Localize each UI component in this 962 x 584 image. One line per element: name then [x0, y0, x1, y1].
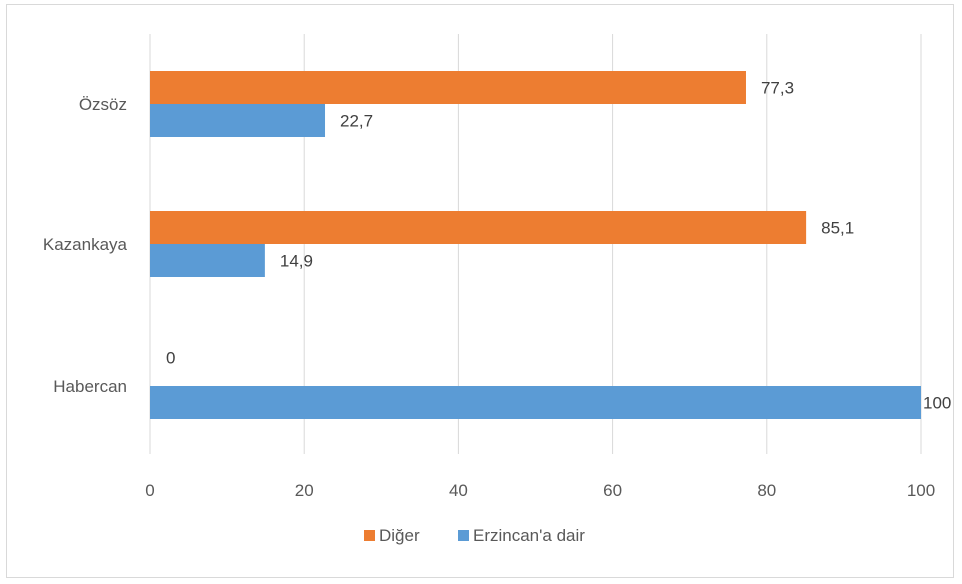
data-label: 0	[166, 349, 175, 368]
bar-erzincan	[150, 104, 326, 137]
legend-swatch	[364, 530, 375, 541]
x-tick-label: 0	[145, 481, 154, 500]
legend-label: Erzincan'a dair	[473, 526, 585, 545]
bar-diger	[150, 71, 746, 104]
data-label: 14,9	[280, 252, 313, 271]
x-tick-label: 20	[295, 481, 314, 500]
data-label: 22,7	[340, 112, 373, 131]
bar-erzincan	[150, 244, 265, 277]
data-label: 77,3	[761, 79, 794, 98]
legend-label: Diğer	[379, 526, 420, 545]
bar-diger	[150, 211, 807, 244]
category-label: Habercan	[53, 377, 127, 396]
x-tick-label: 100	[907, 481, 935, 500]
category-label: Özsöz	[79, 95, 127, 114]
x-tick-label: 80	[757, 481, 776, 500]
x-tick-label: 40	[449, 481, 468, 500]
data-label: 85,1	[821, 219, 854, 238]
data-label: 100	[923, 394, 951, 413]
bar-erzincan	[150, 386, 921, 419]
x-tick-label: 60	[603, 481, 622, 500]
category-label: Kazankaya	[43, 235, 128, 254]
legend-swatch	[458, 530, 469, 541]
